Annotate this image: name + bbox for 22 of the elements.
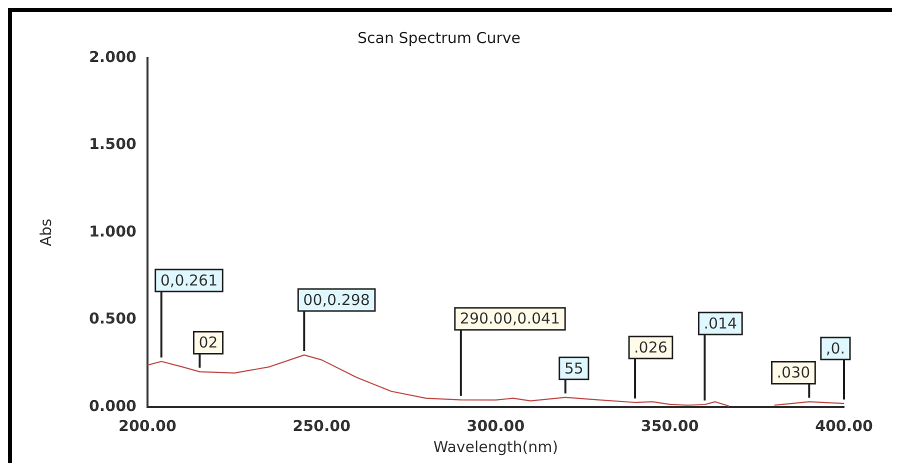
y-tick-label: 2.000 xyxy=(88,48,136,66)
y-tick-label: 1.000 xyxy=(88,222,136,240)
y-tick-label: 1.500 xyxy=(88,135,136,154)
y-axis-title: Abs xyxy=(36,218,55,246)
annotation: 290.00,0.041 xyxy=(460,310,560,328)
annotation: 55 xyxy=(564,359,584,378)
annotation: .030 xyxy=(776,364,810,382)
x-tick-label: 200.00 xyxy=(118,416,176,435)
annotation: 02 xyxy=(198,334,218,352)
x-tick-label: 400.00 xyxy=(815,416,873,435)
annotation: .014 xyxy=(704,314,738,332)
annotation: ,0. xyxy=(826,339,846,358)
x-tick-label: 350.00 xyxy=(640,416,699,435)
x-tick-label: 300.00 xyxy=(466,416,525,435)
y-tick-label: 0.500 xyxy=(88,310,136,328)
x-tick-label: 250.00 xyxy=(292,416,351,435)
chart-title: Scan Spectrum Curve xyxy=(358,28,520,47)
y-tick-label: 0.000 xyxy=(88,396,136,415)
annotation: 0,0.261 xyxy=(160,271,218,290)
x-axis-title: Wavelength(nm) xyxy=(433,438,558,456)
annotation: 00,0.298 xyxy=(303,290,370,309)
annotation: .026 xyxy=(634,338,668,356)
